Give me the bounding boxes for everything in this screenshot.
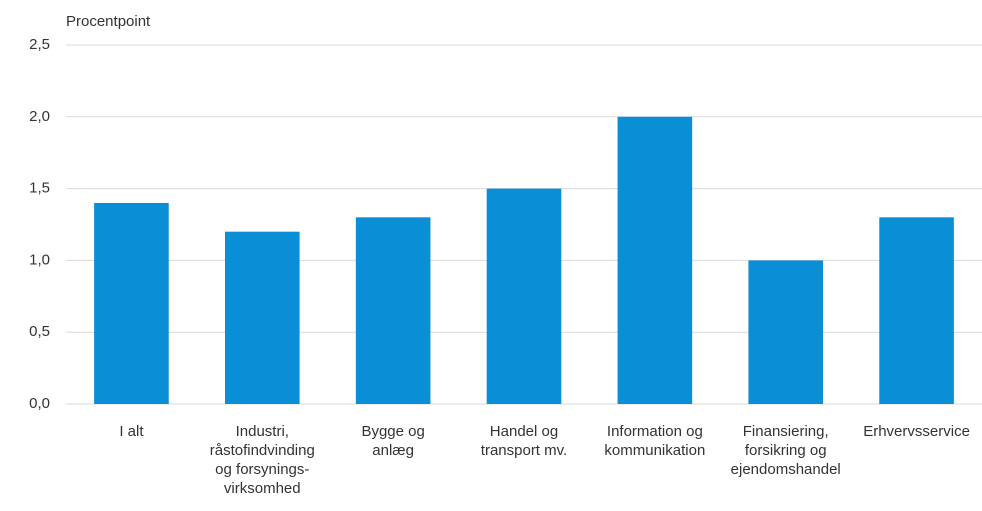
x-tick-label: forsikring og <box>745 442 827 459</box>
x-tick-label: Finansiering, <box>743 423 829 440</box>
x-tick-label: Information og <box>607 423 703 440</box>
y-tick-label: 1,5 <box>29 180 50 197</box>
bar <box>94 202 169 404</box>
x-tick-label: I alt <box>119 423 144 440</box>
y-tick-label: 2,0 <box>29 108 50 125</box>
x-tick-label: og forsynings- <box>215 461 309 478</box>
x-tick-label: Bygge og <box>361 423 424 440</box>
x-tick-label: Erhvervsservice <box>863 423 970 440</box>
x-tick-label: virksomhed <box>224 480 301 497</box>
y-tick-label: 2,5 <box>29 36 50 53</box>
y-tick-label: 0,5 <box>29 323 50 340</box>
x-tick-label: anlæg <box>372 442 414 459</box>
x-tick-label: kommunikation <box>604 442 705 459</box>
bar <box>224 231 300 404</box>
x-tick-label: transport mv. <box>481 442 567 459</box>
bar <box>748 260 824 404</box>
x-tick-label: Industri, <box>236 423 289 440</box>
y-tick-label: 1,0 <box>29 251 50 268</box>
x-tick-label: Handel og <box>490 423 558 440</box>
x-tick-label: råstofindvinding <box>210 442 315 459</box>
y-tick-label: 0,0 <box>29 395 50 412</box>
bar <box>355 217 431 404</box>
bar <box>617 116 693 405</box>
axis-title: Procentpoint <box>66 13 151 30</box>
bar <box>486 188 562 404</box>
bar <box>879 217 954 404</box>
x-tick-label: ejendomshandel <box>731 461 841 478</box>
